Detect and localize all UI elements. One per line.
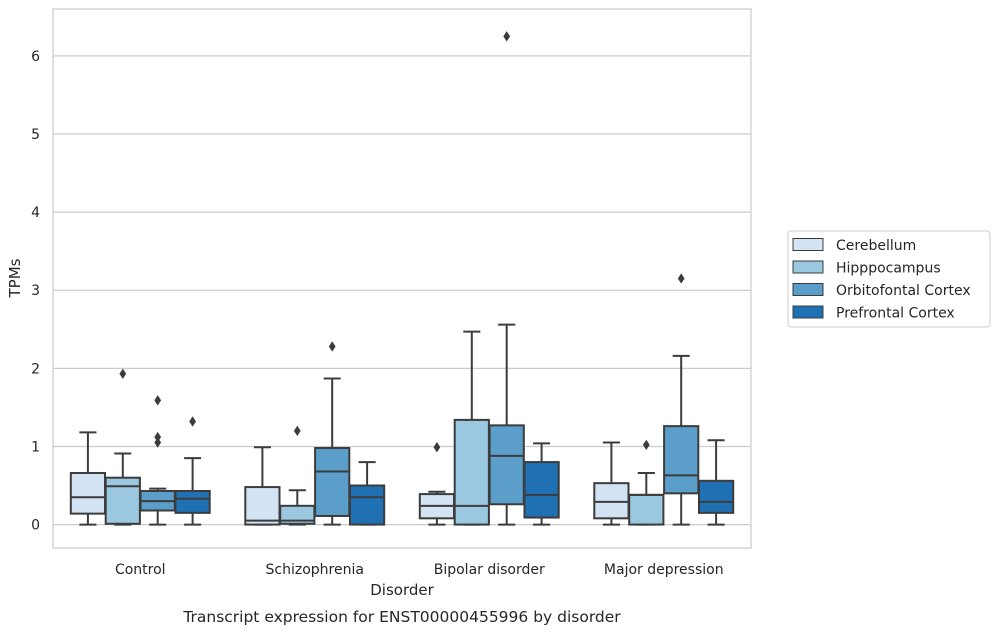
legend: Cerebellum Hipppocampus Orbitofontal Corte…: [787, 230, 991, 328]
legend-swatch: [792, 283, 824, 296]
x-axis-label: Disorder: [370, 581, 434, 599]
box-plot: [69, 431, 107, 526]
outlier-point: [293, 425, 301, 437]
box: [453, 418, 490, 526]
box-plot: [628, 439, 665, 526]
legend-label: Cerebellum: [836, 238, 916, 254]
legend-label: Orbitofontal Cortex: [836, 283, 971, 299]
box: [663, 425, 700, 495]
legend-swatch: [792, 260, 824, 274]
outlier-point: [642, 439, 650, 451]
box: [523, 461, 560, 519]
box-plot: [697, 439, 735, 526]
x-tick-label: Bipolar disorder: [434, 562, 545, 578]
box-plot: [279, 425, 316, 526]
box: [697, 479, 735, 514]
box: [348, 484, 386, 526]
y-tick-label: 2: [31, 361, 40, 377]
outlier-point: [154, 395, 162, 406]
y-tick-label: 4: [31, 205, 40, 221]
box-plot: [593, 441, 630, 526]
boxes: [69, 31, 735, 526]
legend-label: Prefrontal Cortex: [836, 306, 955, 322]
box: [593, 482, 630, 520]
box-plot: [314, 341, 351, 526]
box-plot: [523, 442, 560, 526]
x-tick-label: Control: [115, 562, 166, 578]
grid: [53, 55, 751, 526]
x-tick-label: Major depression: [604, 562, 724, 578]
outlier-point: [189, 416, 196, 427]
box: [174, 489, 211, 514]
box-plot: [174, 416, 211, 526]
y-tick-label: 5: [31, 127, 40, 143]
outlier-point: [328, 341, 336, 352]
box-plot: [663, 273, 700, 526]
box: [244, 486, 281, 526]
y-tick-label: 1: [31, 439, 40, 455]
outlier-point: [154, 431, 162, 443]
x-tick-label: Schizophrenia: [266, 562, 364, 578]
box-plot: [348, 461, 386, 526]
box: [488, 424, 525, 506]
legend-swatch: [792, 238, 824, 251]
outlier-point: [677, 273, 685, 284]
outlier-point: [503, 31, 511, 42]
y-tick-labels: 0 1 2 3 4 5 6: [31, 49, 40, 534]
box: [628, 493, 665, 526]
y-axis-label: TPMs: [6, 258, 24, 298]
outlier-point: [119, 368, 127, 379]
legend-swatch: [792, 305, 824, 319]
chart-title: Transcript expression for ENST0000045599…: [182, 608, 621, 626]
y-tick-label: 6: [31, 49, 40, 65]
box: [104, 476, 141, 525]
box: [69, 472, 107, 515]
box-plot: [418, 442, 456, 526]
box-plot: [104, 368, 141, 526]
y-tick-label: 3: [31, 283, 40, 299]
outlier-point: [433, 442, 441, 453]
plot-background: [53, 9, 751, 548]
legend-label: Hipppocampus: [836, 261, 941, 277]
y-tick-label: 0: [31, 518, 40, 534]
box: [314, 447, 351, 517]
legend-frame: [787, 230, 991, 328]
plot-frame: [52, 8, 752, 549]
x-tick-labels: Control Schizophrenia Bipolar disorder Majo…: [115, 562, 724, 578]
outlier-point: [154, 437, 162, 448]
